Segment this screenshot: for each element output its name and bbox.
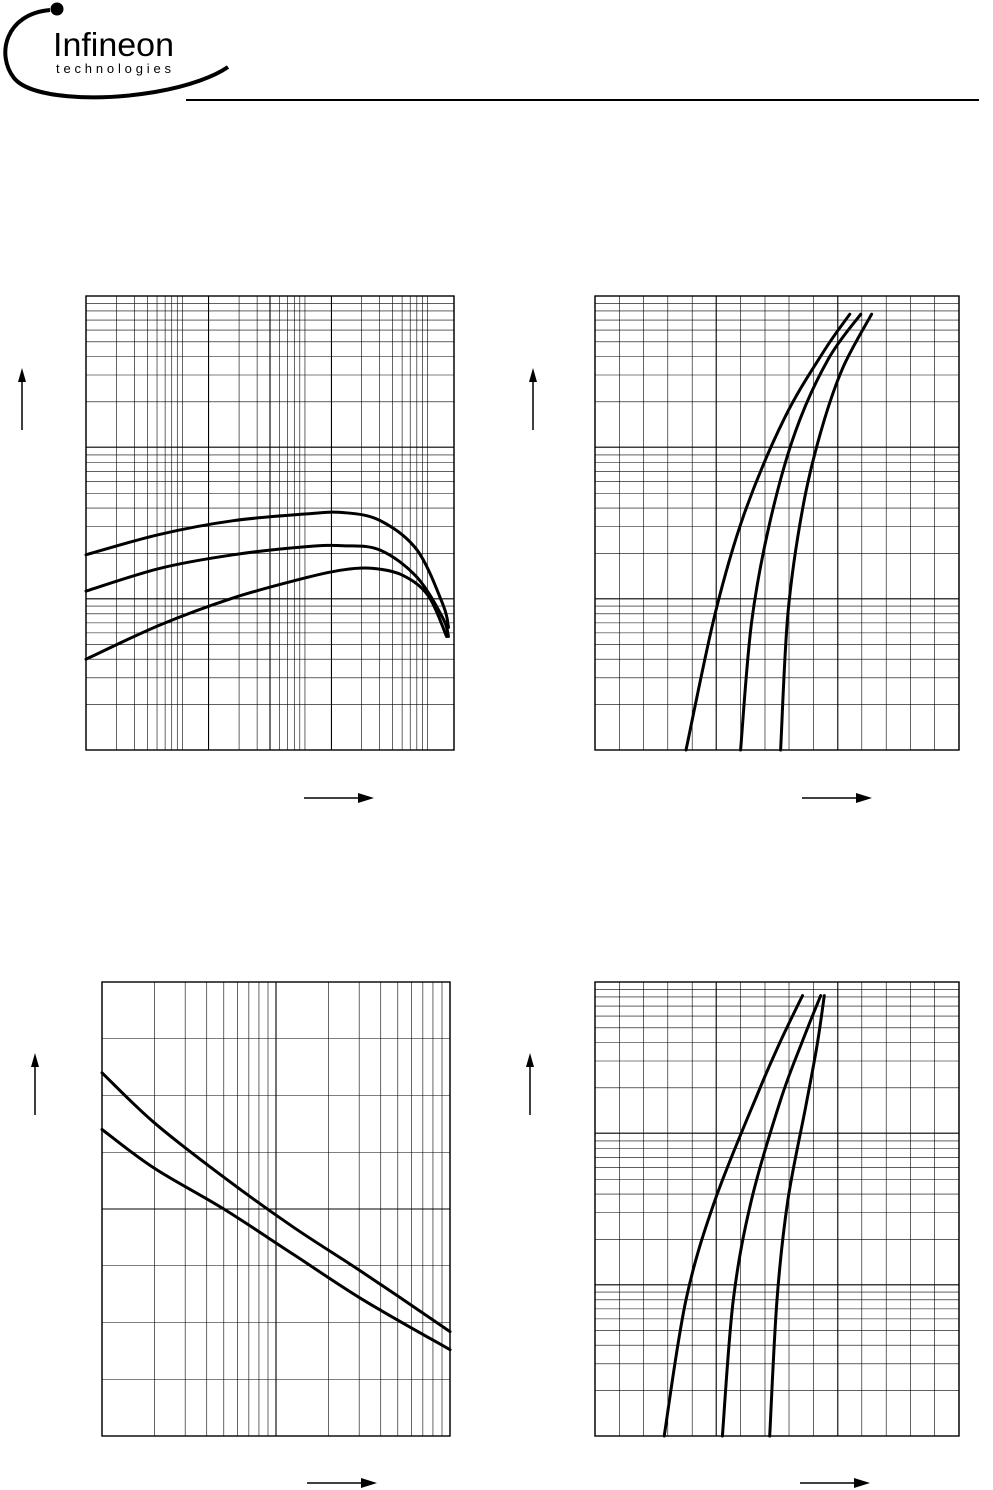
y-axis-arrow-icon — [529, 368, 537, 430]
x-axis-arrow-icon — [304, 793, 374, 803]
series-2-line — [739, 312, 863, 752]
series-3-line — [84, 566, 449, 661]
y-axis-arrow-icon — [31, 1053, 39, 1115]
series-2-line — [100, 1128, 452, 1352]
series-1-line — [100, 1071, 452, 1334]
series-2-line — [720, 994, 823, 1438]
brand-name: Infineon — [53, 26, 174, 63]
plot-frame — [101, 981, 451, 1437]
series-3-line — [779, 312, 874, 752]
header-rule — [186, 99, 979, 101]
y-axis-arrow-icon — [18, 368, 26, 430]
series-1-line — [662, 994, 804, 1438]
logo-swoosh — [3, 8, 230, 100]
plot-frame — [594, 295, 960, 751]
plot-frame — [85, 295, 455, 751]
chart-4 — [594, 981, 960, 1438]
plot-frame — [594, 981, 960, 1437]
y-axis-arrow-icon — [526, 1053, 534, 1115]
series-1-line — [84, 510, 450, 629]
x-axis-arrow-icon — [800, 1478, 870, 1488]
series-3-line — [768, 994, 826, 1438]
infineon-logo: Infineon technologies — [3, 2, 230, 100]
chart-1 — [84, 295, 455, 751]
series-2-line — [84, 543, 450, 638]
x-axis-arrow-icon — [802, 793, 872, 803]
chart-3 — [100, 981, 452, 1437]
chart-2 — [594, 295, 960, 752]
x-axis-arrow-icon — [307, 1478, 377, 1488]
brand-tagline: technologies — [56, 61, 172, 76]
series-1-line — [684, 312, 852, 752]
logo-dot — [50, 2, 64, 16]
